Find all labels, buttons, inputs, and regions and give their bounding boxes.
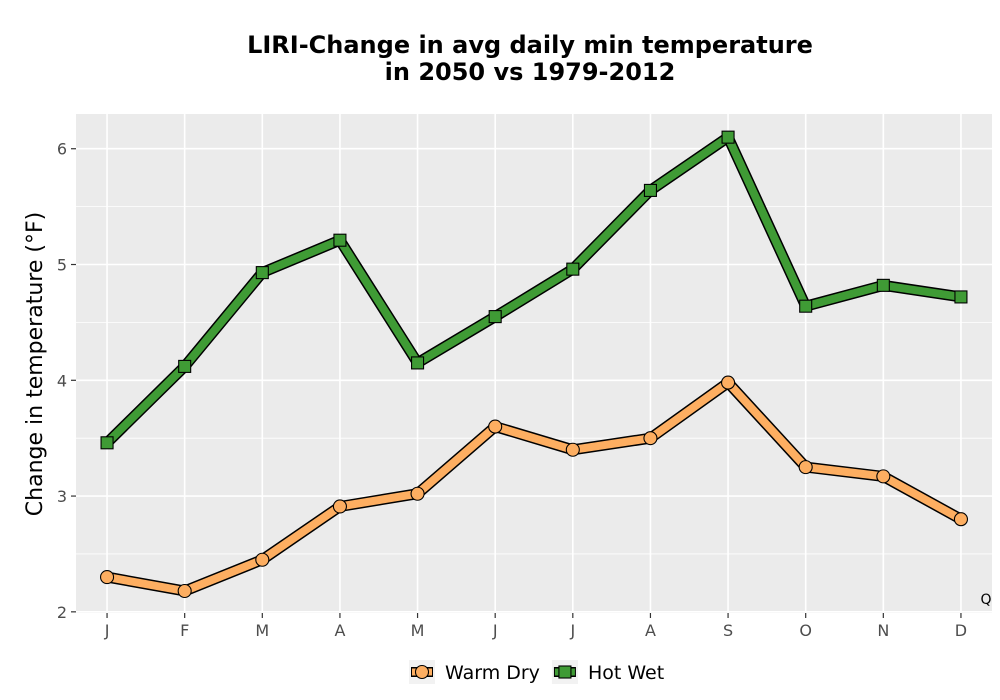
- data-point: [876, 469, 891, 484]
- x-tick-label: M: [255, 621, 269, 640]
- x-tick-label: D: [955, 621, 967, 640]
- series-hot-wet: [100, 130, 968, 450]
- legend-key-marker: [558, 665, 572, 679]
- data-point: [721, 130, 735, 144]
- y-tick-label: 5: [57, 256, 67, 275]
- data-point: [100, 436, 114, 450]
- legend-label: Hot Wet: [588, 662, 664, 684]
- data-point: [100, 570, 115, 585]
- x-tick-label: N: [877, 621, 889, 640]
- data-point: [332, 499, 347, 514]
- legend-item-warm-dry: Warm Dry: [409, 660, 540, 684]
- chart-title-line-1: LIRI-Change in avg daily min temperature: [247, 31, 813, 59]
- x-tick-label: F: [180, 621, 189, 640]
- data-point: [255, 552, 270, 567]
- x-tick-label: O: [799, 621, 812, 640]
- legend: Warm Dry Hot Wet: [409, 660, 664, 684]
- data-point: [798, 460, 813, 475]
- data-point: [488, 419, 503, 434]
- y-tick-label: 3: [57, 487, 67, 506]
- plot-panel: [76, 114, 992, 613]
- data-point: [565, 442, 580, 457]
- data-point: [177, 583, 192, 599]
- legend-label: Warm Dry: [445, 662, 540, 684]
- data-point: [954, 290, 968, 304]
- data-point: [643, 183, 657, 197]
- y-tick-label: 2: [57, 603, 67, 622]
- data-point: [410, 486, 425, 501]
- series-line: [103, 378, 965, 595]
- data-point: [178, 359, 192, 373]
- x-tick-label: J: [492, 621, 498, 640]
- x-tick-label: J: [569, 621, 575, 640]
- x-tick-label: M: [411, 621, 425, 640]
- data-point: [255, 266, 269, 280]
- data-point: [411, 356, 425, 370]
- legend-key-marker: [414, 664, 430, 680]
- data-point: [333, 233, 347, 247]
- y-tick-label: 4: [57, 371, 67, 390]
- data-point: [721, 375, 736, 390]
- series-warm-dry: [100, 375, 968, 599]
- x-tick-label: A: [334, 621, 345, 640]
- y-axis-ticks: 2 3 4 5 6: [57, 140, 76, 622]
- y-tick-label: 6: [57, 140, 67, 159]
- corner-note: Q: [980, 592, 991, 608]
- x-tick-label: J: [104, 621, 110, 640]
- data-point: [799, 299, 813, 313]
- data-point: [953, 512, 968, 527]
- chart-title-line-2: in 2050 vs 1979-2012: [385, 58, 676, 86]
- y-axis-label: Change in temperature (°F): [23, 212, 48, 516]
- series-layer: [100, 130, 968, 599]
- data-point: [876, 278, 890, 292]
- data-point: [643, 431, 658, 446]
- x-tick-label: S: [723, 621, 733, 640]
- series-line: [103, 133, 965, 447]
- x-tick-label: A: [645, 621, 656, 640]
- data-point: [566, 262, 580, 276]
- legend-item-hot-wet: Hot Wet: [551, 660, 664, 684]
- data-point: [488, 310, 502, 324]
